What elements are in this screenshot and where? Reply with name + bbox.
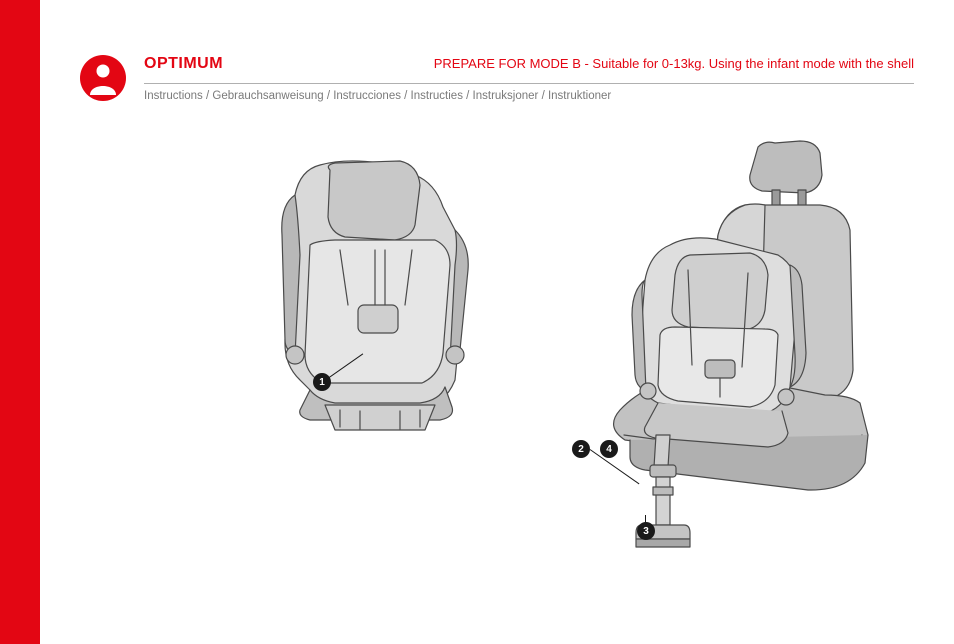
page-title: OPTIMUM <box>144 55 223 73</box>
figure-seat-base <box>240 155 500 445</box>
page-content: OPTIMUM PREPARE FOR MODE B - Suitable fo… <box>40 0 954 644</box>
header: OPTIMUM PREPARE FOR MODE B - Suitable fo… <box>80 55 914 102</box>
header-text: OPTIMUM PREPARE FOR MODE B - Suitable fo… <box>144 55 914 102</box>
page: OPTIMUM PREPARE FOR MODE B - Suitable fo… <box>0 0 954 644</box>
language-list: Instructions / Gebrauchsanweisung / Inst… <box>144 90 914 102</box>
callout-3: 3 <box>637 522 655 540</box>
callout-1: 1 <box>313 373 331 391</box>
page-subtitle: PREPARE FOR MODE B - Suitable for 0-13kg… <box>434 56 914 71</box>
header-rule <box>144 83 914 84</box>
callout-2: 2 <box>572 440 590 458</box>
figure-seat-installed <box>550 135 900 565</box>
person-icon <box>80 55 126 101</box>
title-row: OPTIMUM PREPARE FOR MODE B - Suitable fo… <box>144 55 914 73</box>
figure-area: 1 2 4 3 <box>120 135 914 614</box>
callout-4: 4 <box>600 440 618 458</box>
page-accent-bar <box>0 0 40 644</box>
